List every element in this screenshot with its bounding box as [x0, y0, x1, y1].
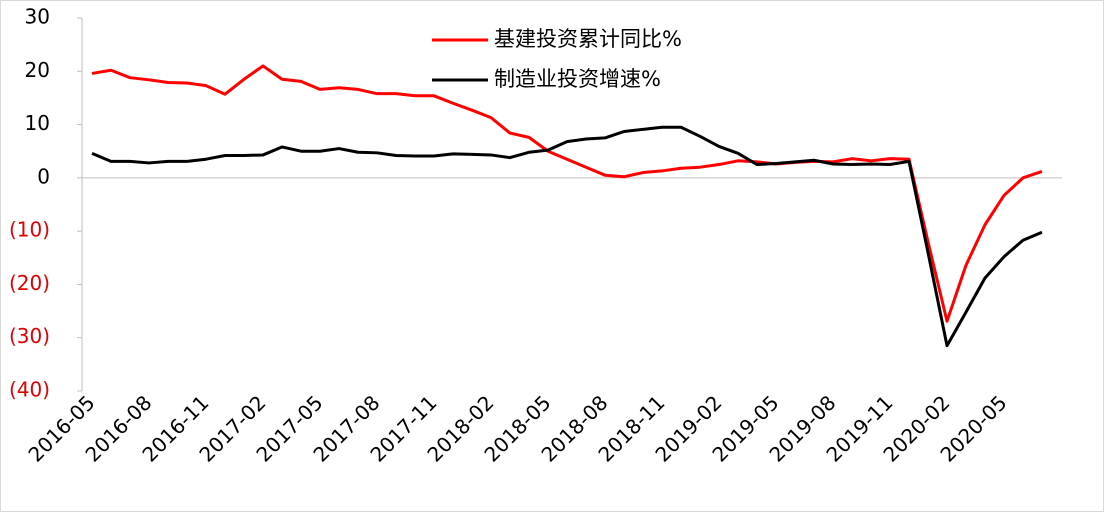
y-tick-label: (10): [9, 218, 50, 242]
y-tick-label: 30: [25, 5, 50, 29]
legend-label: 基建投资累计同比%: [494, 27, 682, 51]
y-tick-label: 10: [25, 111, 50, 135]
y-tick-label: (40): [9, 378, 50, 402]
y-tick-label: 20: [25, 58, 50, 82]
y-tick-label: 0: [37, 164, 50, 188]
series-line: [91, 64, 1043, 323]
series-line: [91, 125, 1043, 348]
legend-label: 制造业投资增速%: [494, 67, 661, 91]
y-tick-label: (30): [9, 324, 50, 348]
y-tick-label: (20): [9, 271, 50, 295]
